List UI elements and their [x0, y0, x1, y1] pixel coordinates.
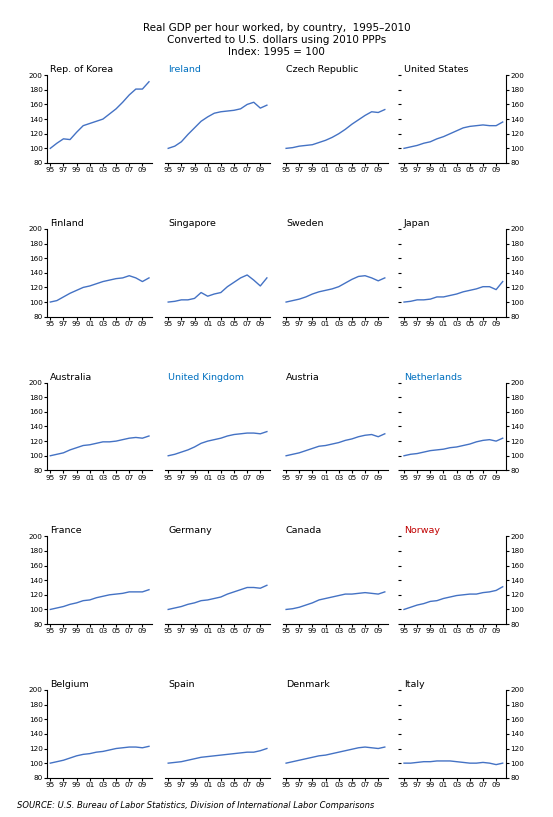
Text: Rep. of Korea: Rep. of Korea	[50, 65, 113, 74]
Text: Ireland: Ireland	[168, 65, 201, 74]
Text: Spain: Spain	[168, 681, 195, 690]
Text: Canada: Canada	[286, 526, 322, 535]
Text: France: France	[50, 526, 82, 535]
Text: Index: 1995 = 100: Index: 1995 = 100	[228, 47, 325, 57]
Text: Australia: Australia	[50, 373, 92, 382]
Text: Italy: Italy	[404, 681, 425, 690]
Text: Finland: Finland	[50, 219, 84, 228]
Text: Converted to U.S. dollars using 2010 PPPs: Converted to U.S. dollars using 2010 PPP…	[167, 35, 386, 45]
Text: SOURCE: U.S. Bureau of Labor Statistics, Division of International Labor Compari: SOURCE: U.S. Bureau of Labor Statistics,…	[17, 801, 374, 810]
Text: Sweden: Sweden	[286, 219, 324, 228]
Text: Germany: Germany	[168, 526, 212, 535]
Text: Netherlands: Netherlands	[404, 373, 462, 382]
Text: Japan: Japan	[404, 219, 430, 228]
Text: Austria: Austria	[286, 373, 320, 382]
Text: Belgium: Belgium	[50, 681, 89, 690]
Text: Real GDP per hour worked, by country,  1995–2010: Real GDP per hour worked, by country, 19…	[143, 23, 410, 33]
Text: United Kingdom: United Kingdom	[168, 373, 244, 382]
Text: Czech Republic: Czech Republic	[286, 65, 358, 74]
Text: Denmark: Denmark	[286, 681, 330, 690]
Text: Norway: Norway	[404, 526, 440, 535]
Text: United States: United States	[404, 65, 468, 74]
Text: Singapore: Singapore	[168, 219, 216, 228]
